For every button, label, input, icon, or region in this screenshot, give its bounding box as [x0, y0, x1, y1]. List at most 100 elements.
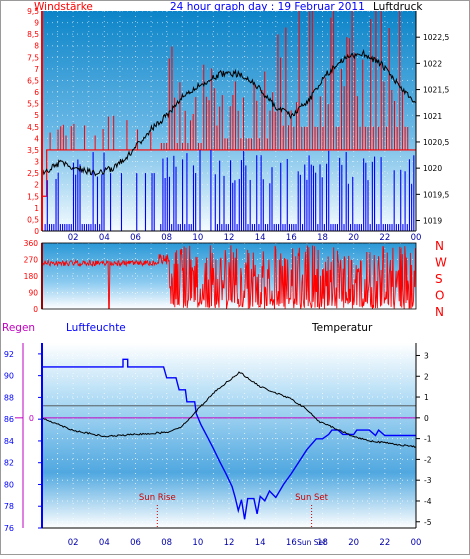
time-tick-label: 08 — [161, 233, 172, 243]
time-tick-label: 14 — [255, 233, 266, 243]
direction-tick-label: 90 — [28, 289, 38, 298]
rain-label: Regen — [2, 322, 35, 334]
time-tick-label: 00 — [411, 233, 422, 243]
wind-tick-label: 6,5 — [27, 76, 39, 85]
wind-direction-series — [42, 245, 416, 309]
wind-tick-label: 1 — [34, 204, 39, 213]
humidity-label: Luftfeuchte — [66, 322, 126, 334]
wind-tick-label: 6 — [34, 88, 39, 97]
bottom-time-tick-label: 06 — [130, 538, 141, 548]
time-tick-label: 22 — [379, 233, 390, 243]
pressure-tick-label: 1019 — [423, 217, 442, 226]
temperature-tick-label: 0 — [424, 414, 429, 423]
wind-tick-label: 3 — [34, 158, 39, 167]
pressure-tick-label: 1020,5 — [423, 138, 449, 147]
compass-letter: N — [435, 305, 444, 319]
humidity-temperature-series — [42, 358, 416, 528]
time-tick-label: 04 — [99, 233, 110, 243]
temperature-tick-label: -1 — [424, 435, 432, 444]
chart-title: 24 hour graph day : 19 Februar 2011 — [170, 1, 365, 13]
wind-tick-label: 5 — [34, 111, 39, 120]
bottom-time-tick-label: 08 — [161, 538, 172, 548]
temperature-tick-label: -2 — [424, 455, 432, 464]
wind-tick-label: 8,5 — [27, 30, 39, 39]
wind-strength-label: Windstärke — [34, 1, 93, 13]
humidity-temperature-plot-area — [42, 343, 416, 528]
humidity-line — [42, 358, 416, 520]
temperature-tick-label: 1 — [424, 393, 429, 402]
bottom-time-tick-label: 16 — [286, 538, 297, 548]
humidity-tick-label: 88 — [4, 393, 14, 402]
humidity-tick-label: 86 — [4, 415, 14, 424]
time-tick-label: 12 — [224, 233, 235, 243]
pressure-tick-label: 1021 — [423, 112, 442, 121]
temperature-tick-label: -4 — [424, 497, 432, 506]
compass-letter: S — [435, 272, 443, 286]
temperature-line — [42, 371, 416, 449]
bottom-time-tick-label: 18 — [317, 538, 328, 548]
wind-tick-label: 3,5 — [27, 146, 39, 155]
temperature-tick-label: -5 — [424, 518, 432, 527]
humidity-tick-label: 78 — [4, 502, 14, 511]
time-tick-label: 06 — [130, 233, 141, 243]
sun-marker-label: Sun Rise — [139, 493, 176, 503]
pressure-tick-label: 1020 — [423, 164, 442, 173]
wind-tick-label: 9 — [34, 19, 39, 28]
time-tick-label: 02 — [68, 233, 79, 243]
humidity-tick-label: 80 — [4, 480, 14, 489]
wind-tick-label: 1,5 — [27, 192, 39, 201]
wind-direction-line — [42, 245, 416, 309]
sunset-time-label: Sun Set — [297, 538, 326, 547]
wind-tick-label: 2 — [34, 181, 39, 190]
pressure-tick-label: 1019,5 — [423, 190, 449, 199]
wind-tick-label: 0,5 — [27, 215, 39, 224]
direction-tick-label: 180 — [24, 272, 39, 281]
wind-tick-label: 7,5 — [27, 53, 39, 62]
rain-zero-label: 0 — [29, 414, 34, 423]
wind-direction-grid — [42, 242, 416, 310]
humidity-tick-label: 90 — [4, 372, 14, 381]
pressure-label: Luftdruck — [373, 1, 423, 13]
wind-tick-label: 0 — [34, 227, 39, 236]
wind-tick-label: 5,5 — [27, 100, 39, 109]
bottom-time-tick-label: 22 — [379, 538, 390, 548]
humidity-tick-label: 76 — [4, 524, 14, 533]
direction-tick-label: 0 — [33, 305, 38, 314]
bottom-time-tick-label: 02 — [68, 538, 79, 548]
direction-tick-label: 270 — [24, 256, 39, 265]
wind-pressure-grid — [42, 10, 416, 232]
compass-letter: W — [435, 256, 447, 270]
bottom-time-tick-label: 20 — [348, 538, 359, 548]
pressure-line — [42, 49, 416, 177]
direction-tick-label: 360 — [24, 239, 39, 248]
bottom-time-tick-label: 10 — [192, 538, 203, 548]
humidity-tick-label: 82 — [4, 459, 14, 468]
humidity-temperature-grid — [42, 343, 416, 528]
time-tick-label: 20 — [348, 233, 359, 243]
bottom-time-tick-label: 00 — [411, 538, 422, 548]
humidity-tick-label: 84 — [4, 437, 14, 446]
compass-letter: N — [435, 239, 444, 253]
time-tick-label: 18 — [317, 233, 328, 243]
time-tick-label: 16 — [286, 233, 297, 243]
bottom-time-tick-label: 04 — [99, 538, 110, 548]
bottom-time-tick-label: 14 — [255, 538, 266, 548]
wind-tick-label: 2,5 — [27, 169, 39, 178]
temperature-tick-label: 3 — [424, 351, 429, 360]
pressure-tick-label: 1021,5 — [423, 86, 449, 95]
wind-direction-frame — [41, 242, 417, 310]
temperature-tick-label: -3 — [424, 476, 432, 485]
temperature-label: Temperatur — [311, 322, 373, 334]
compass-letter: O — [435, 289, 444, 303]
wind-tick-label: 7 — [34, 65, 39, 74]
time-tick-label: 10 — [192, 233, 203, 243]
humidity-tick-label: 92 — [4, 350, 14, 359]
wind-tick-label: 4,5 — [27, 123, 39, 132]
pressure-tick-label: 1022 — [423, 59, 442, 68]
wind-tick-label: 8 — [34, 42, 39, 51]
sun-marker-label: Sun Set — [295, 493, 328, 503]
bottom-time-tick-label: 12 — [224, 538, 235, 548]
